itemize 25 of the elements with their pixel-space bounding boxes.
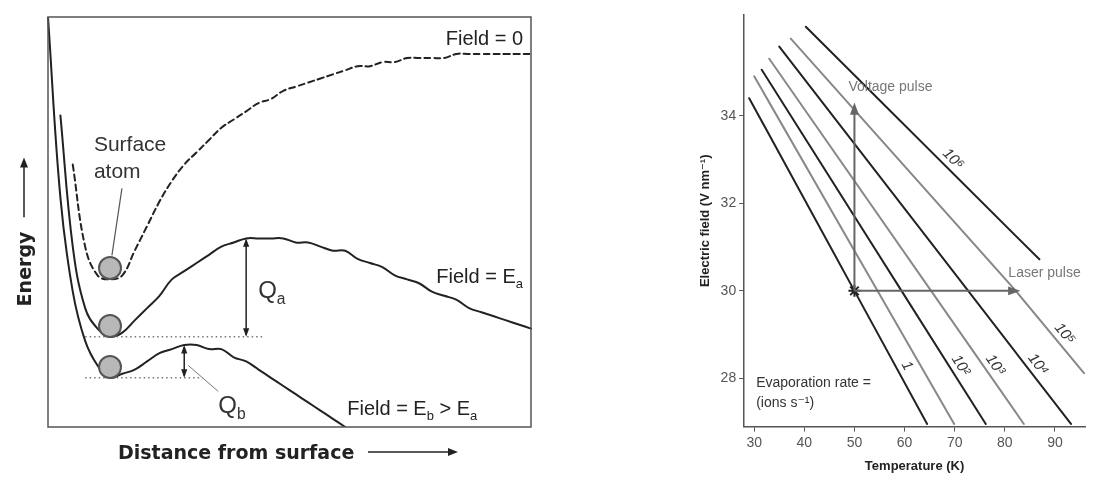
annotation: Surface atom bbox=[93, 132, 167, 183]
x-tick-label: 50 bbox=[846, 433, 863, 450]
y-tick-label: 30 bbox=[720, 281, 737, 298]
x-tick-label: 80 bbox=[997, 433, 1013, 450]
y-tick-label: 32 bbox=[720, 194, 737, 211]
x-axis-title: Distance from surface bbox=[118, 441, 355, 463]
series-label: Field = 0 bbox=[445, 26, 523, 49]
text: 10⁵ bbox=[1051, 318, 1080, 348]
x-axis-title: Temperature (K) bbox=[864, 457, 965, 473]
y-tick-label: 34 bbox=[720, 106, 737, 123]
x-tick-label: 40 bbox=[796, 433, 813, 450]
y-tick-label: 28 bbox=[720, 369, 737, 386]
x-tick-label: 30 bbox=[746, 433, 763, 450]
text: 10⁴ bbox=[1025, 349, 1053, 379]
text: 1 bbox=[898, 357, 918, 374]
x-tick-label: 60 bbox=[896, 433, 913, 450]
text: 10³ bbox=[982, 350, 1010, 379]
x-tick-label: 70 bbox=[946, 433, 963, 450]
annotation: Evaporation rate = (ions s⁻¹) bbox=[756, 373, 871, 410]
annotation: Laser pulse bbox=[1008, 263, 1081, 280]
text: 10⁶ bbox=[939, 144, 969, 173]
x-tick-label: 90 bbox=[1047, 433, 1063, 450]
text: 10² bbox=[948, 350, 976, 380]
y-axis-title: Electric field (V nm⁻¹) bbox=[697, 154, 713, 288]
y-axis-title: Energy bbox=[13, 231, 35, 307]
